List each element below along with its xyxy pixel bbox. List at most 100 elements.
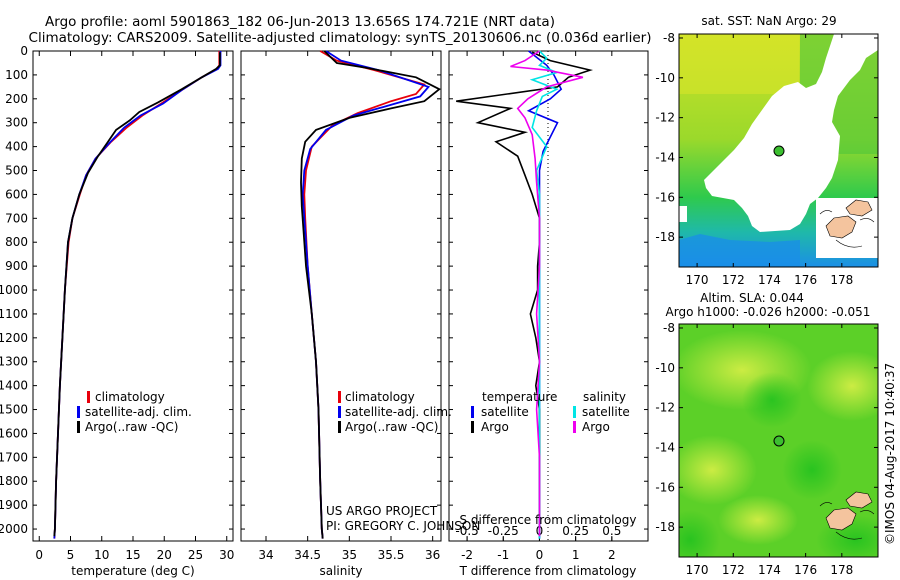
legend-swatch-satellite	[77, 406, 80, 418]
sst-blue-band	[679, 234, 800, 267]
longitude-tick-label: 170	[686, 273, 709, 287]
legend-swatch-sal-satellite	[573, 406, 576, 418]
latitude-tick-label: -10	[655, 361, 675, 375]
legend-swatch-climatology	[338, 391, 341, 403]
temperature-series	[53, 51, 222, 539]
sst-map-frame	[678, 33, 879, 268]
x-tick-label: 5	[67, 548, 75, 562]
s-diff-tick-label: -0.5	[455, 524, 478, 538]
depth-tick-label: 100	[5, 68, 28, 82]
sla-high-blob-3	[679, 435, 757, 505]
legend-title-temperature: temperature	[482, 390, 557, 404]
difference-legend: temperature satellite Argo salinity sate…	[471, 390, 630, 434]
latitude-tick-label: -8	[663, 31, 675, 45]
latitude-tick-label: -16	[655, 480, 675, 494]
depth-tick-label: 1400	[0, 379, 28, 393]
sst-map-field	[679, 34, 878, 267]
argo-position-marker	[773, 145, 785, 157]
latitude-tick-label: -12	[655, 401, 675, 415]
depth-tick-label: 900	[5, 259, 28, 273]
sst-map-title: sat. SST: NaN Argo: 29	[701, 14, 836, 28]
sla-low-blob-3	[782, 440, 842, 500]
depth-tick-label: 1200	[0, 331, 28, 345]
x-tick-label: 36	[425, 548, 440, 562]
depth-axis: 0 100 200 300 400 500 600 700 800 900 1000 1100 1200…	[0, 44, 233, 536]
depth-tick-label: 1900	[0, 498, 28, 512]
series-line-argo	[300, 50, 441, 539]
legend-label-argo: Argo(..raw -QC)	[345, 420, 438, 434]
sst-warm-patch	[679, 34, 799, 94]
latitude-tick-label: -14	[655, 440, 675, 454]
salinity-x-axis: 34 34.5 35 35.5 36	[258, 51, 440, 562]
depth-tick-label: 200	[5, 92, 28, 106]
difference-panel: -2 -1 0 1 2 -0.5 -0.25 0 0.25 0.5 S difference f…	[448, 50, 649, 578]
depth-tick-label: 0	[20, 44, 28, 58]
sla-high-blob-2	[807, 351, 878, 421]
temperature-panel: 0100200300400500600700800900100011001200…	[0, 44, 234, 578]
legend-label-climatology: climatology	[345, 390, 415, 404]
fiji-island-large	[825, 215, 857, 239]
legend-label-argo: Argo(..raw -QC)	[85, 420, 178, 434]
depth-tick-label: 500	[5, 164, 28, 178]
depth-tick-label: 700	[5, 211, 28, 225]
longitude-tick-label: 170	[686, 563, 709, 577]
depth-tick-label: 300	[5, 116, 28, 130]
salinity-difference-xlabel: S difference from climatology	[460, 513, 637, 527]
depth-tick-label: 400	[5, 140, 28, 154]
x-tick-label: 0	[35, 548, 43, 562]
salinity-depth-ticks	[241, 50, 441, 530]
latitude-tick-label: -18	[655, 230, 675, 244]
salinity-xlabel: salinity	[319, 564, 362, 578]
depth-tick-label: 2000	[0, 522, 28, 536]
depth-tick-label: 1600	[0, 426, 28, 440]
legend-label-temp-satellite: satellite	[481, 405, 529, 419]
coastline-contours	[819, 210, 875, 248]
sla-map-frame	[678, 323, 879, 558]
sst-map-longitude-axis: 170 172 174 176 178	[686, 34, 853, 287]
legend-title-salinity: salinity	[583, 390, 626, 404]
x-tick-label: 34	[258, 548, 273, 562]
legend-label-sal-argo: Argo	[582, 420, 610, 434]
temperature-legend: climatology satellite-adj. clim. Argo(..…	[77, 390, 192, 434]
latitude-tick-label: -16	[655, 190, 675, 204]
salinity-series	[300, 50, 441, 539]
salinity-difference-x-axis: -0.5 -0.25 0 0.25 0.5	[455, 524, 621, 541]
s-diff-tick-label: 0.5	[602, 524, 621, 538]
latitude-tick-label: -10	[655, 71, 675, 85]
sst-missing-cell	[679, 206, 687, 222]
fiji-island-large	[825, 507, 857, 531]
temperature-x-axis: 0 5 10 15 20 25 30	[35, 51, 234, 562]
legend-label-climatology: climatology	[95, 390, 165, 404]
legend-swatch-climatology	[87, 391, 90, 403]
x-tick-label: 2	[608, 548, 616, 562]
salinity-legend: climatology satellite-adj. clim. Argo(..…	[338, 390, 452, 434]
x-tick-label: -2	[461, 548, 473, 562]
legend-swatch-satellite	[338, 406, 341, 418]
longitude-tick-label: 174	[758, 273, 781, 287]
legend-label-satellite: satellite-adj. clim.	[85, 405, 192, 419]
depth-tick-label: 600	[5, 187, 28, 201]
x-tick-label: 15	[125, 548, 140, 562]
sla-map-longitude-axis: 170 172 174 176 178	[686, 324, 853, 577]
s-diff-tick-label: -0.25	[488, 524, 519, 538]
s-diff-tick-label: 0.25	[562, 524, 589, 538]
sla-map-field	[679, 324, 878, 557]
difference-series	[456, 50, 594, 539]
sst-missing-data-area	[704, 34, 878, 232]
x-tick-label: 0	[536, 548, 544, 562]
depth-tick-label: 1300	[0, 355, 28, 369]
latitude-tick-label: -12	[655, 111, 675, 125]
legend-swatch-sal-argo	[573, 421, 576, 433]
longitude-tick-label: 172	[722, 563, 745, 577]
legend-label-sal-satellite: satellite	[582, 405, 630, 419]
depth-tick-label: 1500	[0, 403, 28, 417]
depth-tick-label: 1800	[0, 474, 28, 488]
sla-map-title-line2: Argo h1000: -0.026 h2000: -0.051	[666, 305, 871, 319]
sla-map-title-line1: Altim. SLA: 0.044	[700, 291, 804, 305]
figure-title-line1: Argo profile: aoml 5901863_182 06-Jun-20…	[45, 14, 555, 30]
series-line-climatology	[303, 50, 426, 539]
temperature-axes-frame	[32, 50, 234, 542]
series-line-temperature-Argo	[456, 51, 594, 537]
timestamp: ©IMOS 04-Aug-2017 10:40:37	[883, 363, 897, 545]
longitude-tick-label: 178	[830, 273, 853, 287]
